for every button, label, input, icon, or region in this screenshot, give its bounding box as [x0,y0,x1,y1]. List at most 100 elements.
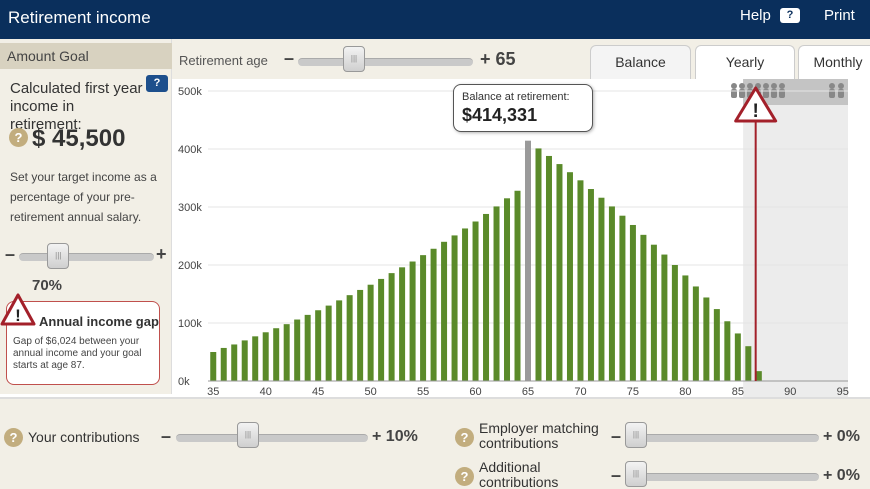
retirement-age-value: + 65 [480,49,516,69]
additional-contributions-label: Additional contributions [479,459,559,489]
employer-matching-label: Employer matching contributions [479,420,599,451]
increase-target-button[interactable]: + [156,244,167,264]
bar-age-44 [304,314,311,381]
target-slider-handle[interactable]: ||| [47,243,70,269]
bar-age-83 [713,309,720,381]
app-title: Retirement income [8,8,151,27]
goal-header: Amount Goal [0,43,172,69]
retirement-age-slider[interactable] [298,58,473,66]
question-icon[interactable]: ? [4,428,23,447]
info-icon[interactable]: ? [146,75,168,92]
additional-contributions-value: + 0% [823,467,860,484]
bar-age-55 [420,255,427,381]
question-icon[interactable]: ? [455,467,474,486]
bar-age-64 [514,190,521,381]
person-icon-0-head [731,83,737,89]
decrease-age-button[interactable]: – [284,48,295,68]
goal-label: Amount Goal [7,48,89,64]
bar-age-52 [388,273,395,381]
person-icon-5-head [771,83,777,89]
person-icon-4-body [763,89,769,98]
bar-age-67 [545,155,552,381]
bar-age-70 [577,180,584,381]
shortfall-warning-icon [734,86,778,123]
your-contributions-label: Your contributions [28,429,140,445]
bar-age-68 [556,164,563,381]
bar-age-43 [294,319,301,381]
x-tick-label: 90 [784,386,796,397]
employer-matching-slider[interactable] [626,434,819,442]
warning-icon: ! [0,293,36,326]
y-tick-label: 300k [178,202,202,214]
svg-text:!: ! [15,306,21,325]
print-link[interactable]: Print [824,7,855,24]
x-tick-label: 60 [469,386,481,397]
tab-monthly[interactable]: Monthly [798,45,870,80]
income-gap-alert: Annual income gap Gap of $6,024 between … [6,301,160,385]
bar-age-39 [252,336,259,381]
your-contributions-slider[interactable] [176,434,368,442]
bar-age-51 [378,278,385,381]
your-contributions-handle[interactable]: ||| [237,422,259,448]
person-icon-6-body [779,89,785,98]
person-icon-4-head [763,83,769,89]
bar-age-62 [493,206,500,381]
balance-tooltip: Balance at retirement: $414,331 [453,84,593,132]
bar-age-50 [367,284,374,381]
target-percent-value: 70% [32,277,63,294]
tab-yearly[interactable]: Yearly [695,45,795,80]
additional-contributions-handle[interactable]: ||| [625,461,647,487]
x-tick-label: 55 [417,386,429,397]
x-tick-label: 95 [837,386,849,397]
contributions-panel: ? Your contributions – ||| + 10% ? Emplo… [0,397,870,489]
bar-age-82 [703,297,710,381]
bar-age-86 [745,346,752,381]
balance-chart: 0k 100k 200k 300k 400k 500k 35 40 45 50 55 60 65 70 75… [172,79,870,397]
person-icon-5-body [771,89,777,98]
x-tick-label: 40 [260,386,272,397]
bar-age-38 [241,340,248,381]
age-slider-handle[interactable]: ||| [343,46,365,72]
bar-age-42 [283,324,290,381]
additional-contributions-slider[interactable] [626,473,819,481]
bar-age-66 [535,148,542,381]
bar-age-76 [640,234,647,381]
your-contributions-value: + 10% [372,428,418,445]
bar-age-69 [566,172,573,381]
bar-age-47 [336,300,343,381]
target-percent-slider[interactable] [19,253,154,261]
bar-age-72 [598,197,605,381]
bar-age-75 [629,224,636,381]
tab-balance[interactable]: Balance [590,45,691,80]
bar-age-73 [608,206,615,381]
shortfall-region [743,79,848,397]
gap-description: Gap of $6,024 between your annual income… [13,336,142,371]
person-icon-1-body [739,89,745,98]
x-tick-label: 45 [312,386,324,397]
bar-age-46 [325,305,332,381]
bar-age-80 [682,275,689,381]
decrease-target-button[interactable]: – [5,244,16,264]
person-icon-a-body [829,89,835,98]
bar-age-48 [346,295,353,381]
bar-age-77 [650,244,657,381]
tooltip-value: $414,331 [462,105,538,125]
person-icon-b-body [838,89,844,98]
x-tick-label: 85 [732,386,744,397]
question-icon[interactable]: ? [9,128,28,147]
x-tick-label: 80 [679,386,691,397]
y-tick-label: 400k [178,144,202,156]
bar-age-84 [724,321,731,381]
chart-controls: Retirement age – ||| + 65 Balance Yearly… [172,39,870,80]
person-icon-1-head [739,83,745,89]
employer-matching-handle[interactable]: ||| [625,422,647,448]
bar-age-54 [409,261,416,381]
help-icon[interactable]: ? [780,8,800,23]
question-icon[interactable]: ? [455,428,474,447]
x-tick-label: 35 [207,386,219,397]
bar-age-57 [441,241,448,381]
shortfall-warning-mark: ! [753,101,759,122]
x-tick-label: 70 [574,386,586,397]
person-icon-6-head [779,83,785,89]
help-link[interactable]: Help [740,7,771,24]
